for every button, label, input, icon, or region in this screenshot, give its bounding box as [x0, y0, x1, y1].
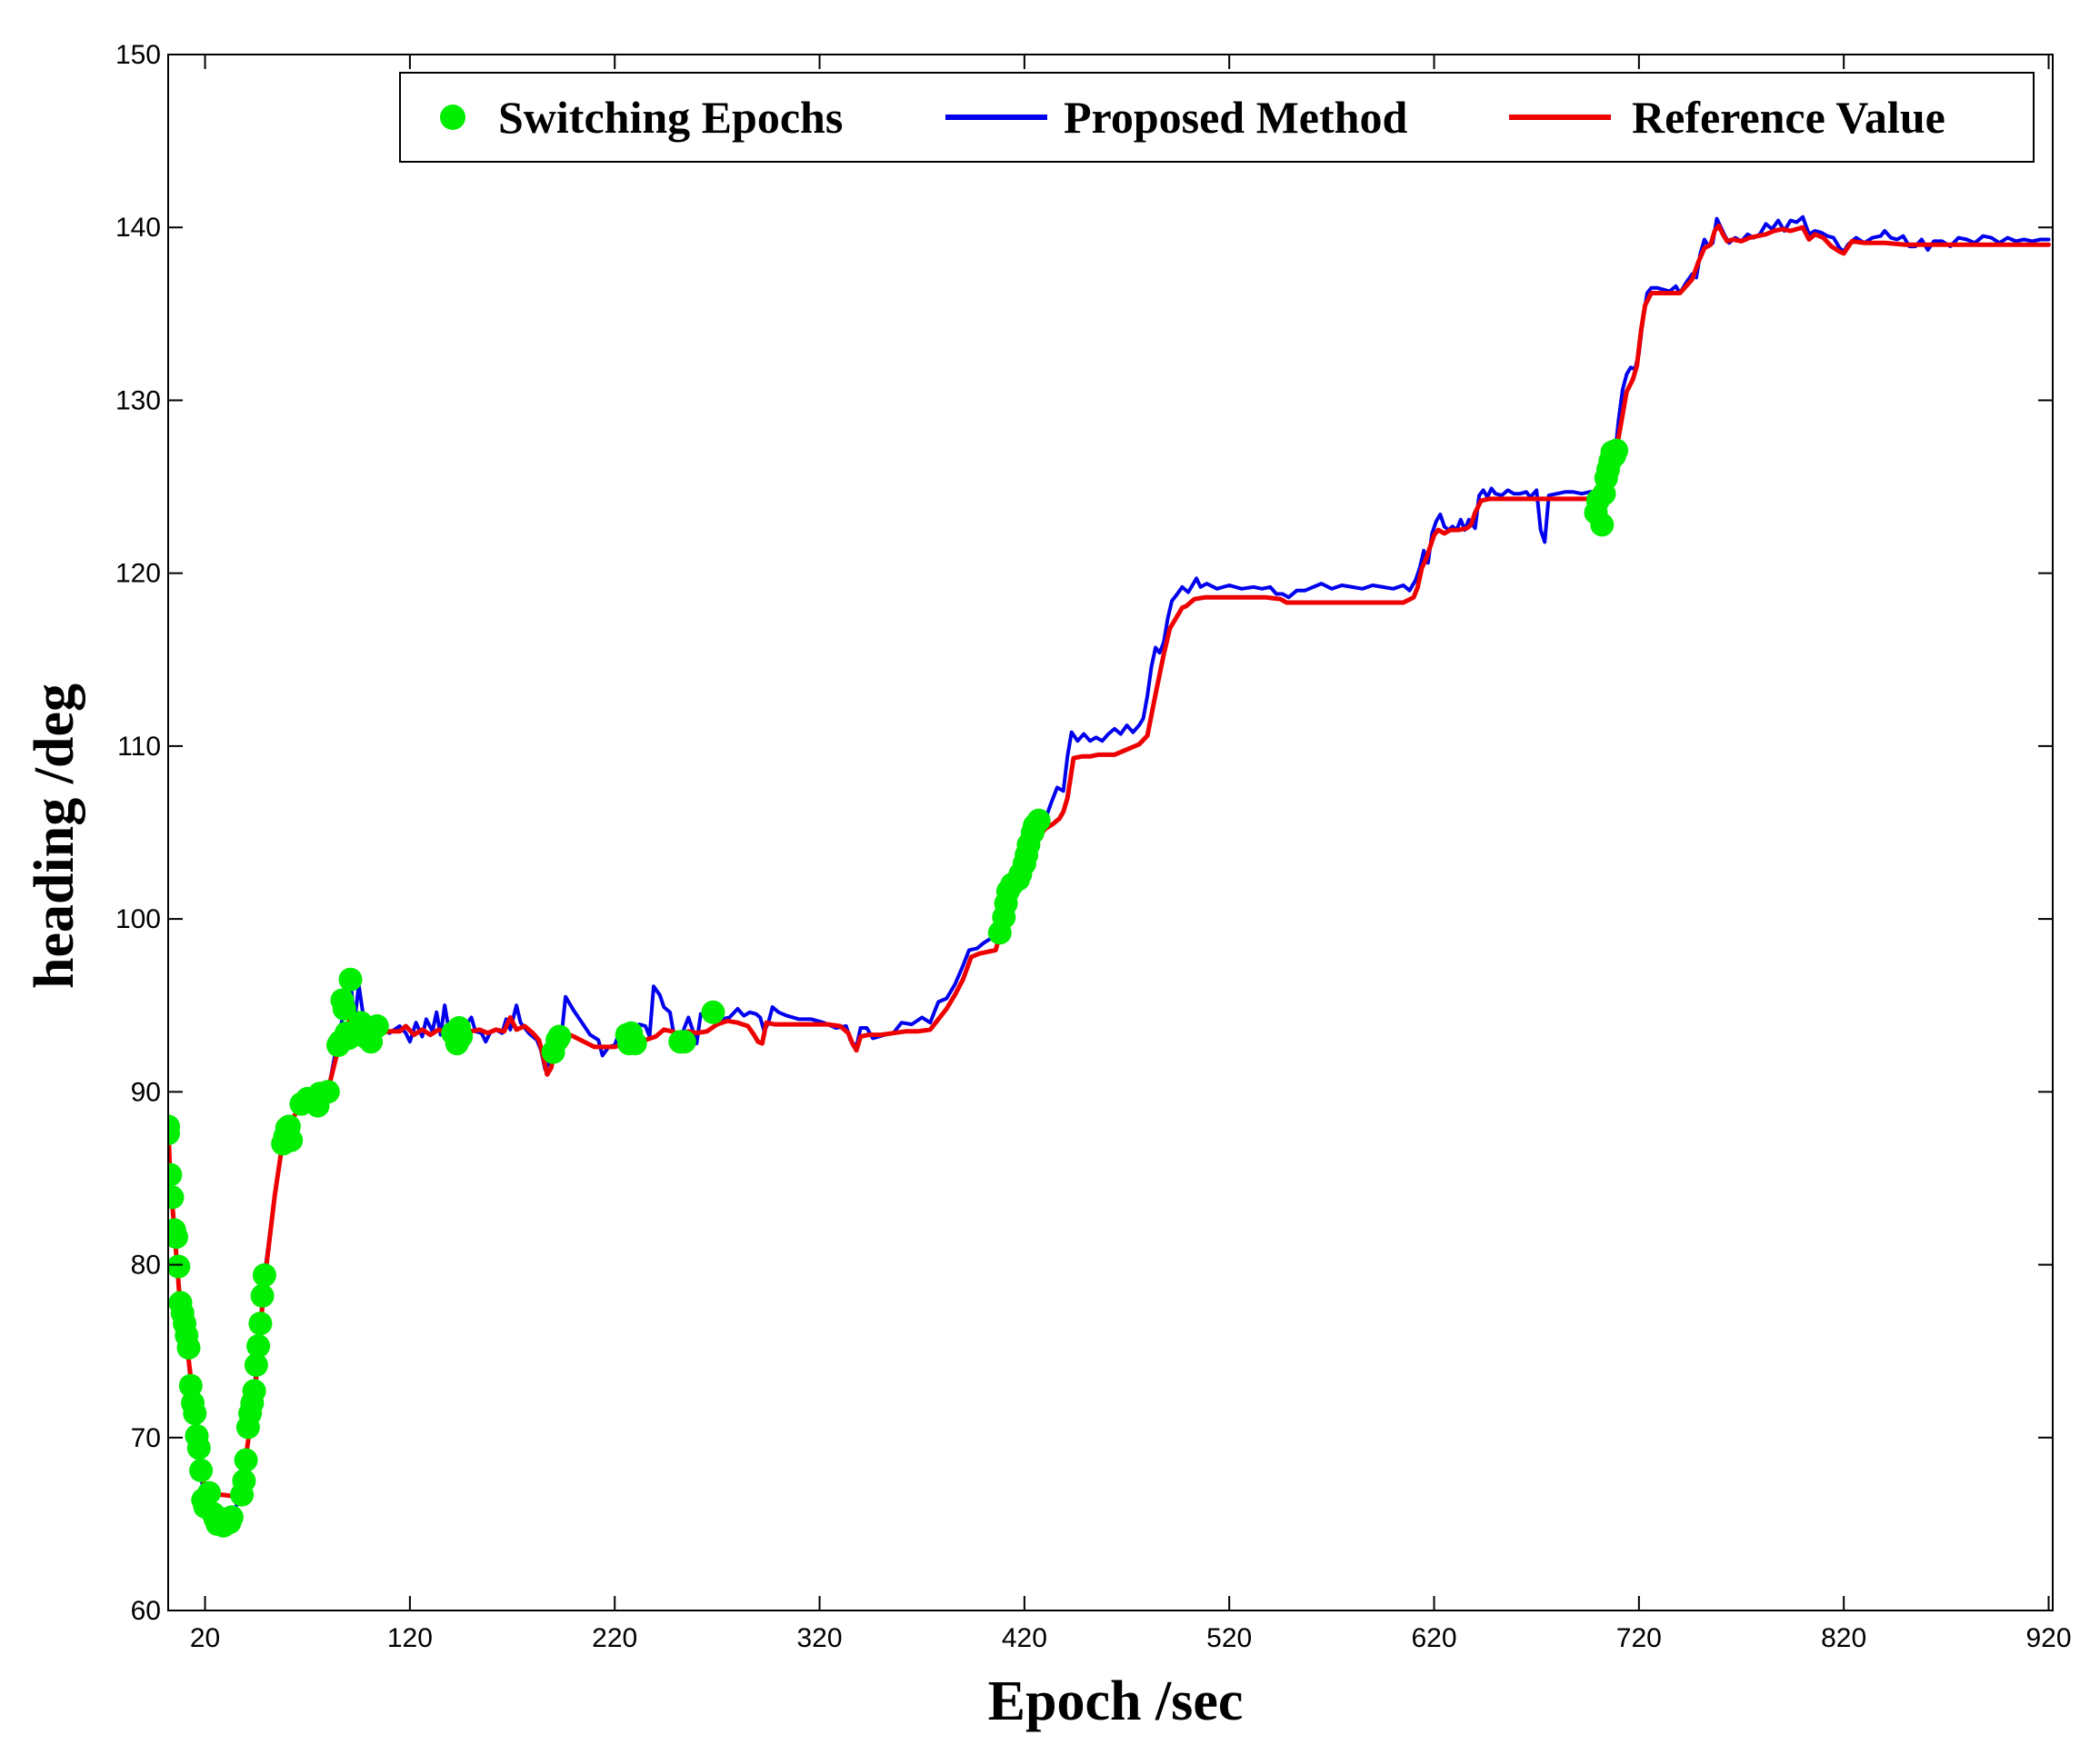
x-tick-label: 120: [387, 1623, 433, 1653]
switching-epoch-point: [1026, 808, 1051, 833]
switching-epoch-point: [250, 1283, 275, 1308]
switching-epoch-point: [547, 1024, 572, 1049]
axes-layer: 20 120 220 320 420 520 620 720 820 920 60 70 80 90 100…: [115, 40, 2072, 1653]
switching-epoch-point: [248, 1311, 273, 1336]
switching-epoch-point: [219, 1505, 244, 1530]
legend: Switching Epochs Proposed Method Reference…: [399, 72, 2035, 163]
plot-frame: [167, 54, 2054, 1611]
switching-epoch-point: [242, 1379, 266, 1403]
switching-epoch-point: [189, 1458, 214, 1482]
switching-epoch-point: [168, 1225, 188, 1250]
y-tick-label: 130: [115, 385, 161, 415]
switching-epoch-point: [623, 1032, 647, 1056]
legend-label: Reference Value: [1632, 92, 1945, 143]
legend-marker: [440, 105, 465, 130]
y-tick-label: 110: [117, 732, 161, 762]
y-tick-label: 100: [115, 904, 161, 934]
y-tick-label: 90: [131, 1077, 161, 1107]
switching-epoch-point: [1590, 513, 1615, 537]
switching-epoch-point: [252, 1263, 276, 1287]
legend-label: Proposed Method: [1064, 92, 1407, 143]
x-tick-label: 920: [2025, 1623, 2071, 1653]
series-layer: [168, 214, 2051, 1538]
x-tick-label: 620: [1411, 1623, 1456, 1653]
x-tick-label: 20: [190, 1623, 220, 1653]
switching-epoch-point: [232, 1469, 256, 1493]
y-tick-label: 80: [131, 1251, 161, 1281]
switching-epoch-point: [168, 1162, 183, 1187]
switching-epoch-point: [365, 1014, 389, 1038]
switching-epoch-point: [1605, 438, 1629, 463]
switching-epoch-point: [279, 1128, 304, 1152]
x-tick-label: 320: [797, 1623, 843, 1653]
switching-epoch-point: [186, 1436, 211, 1461]
y-tick-label: 70: [131, 1423, 161, 1453]
switching-epoch-point: [168, 1254, 191, 1279]
switching-epoch-point: [701, 1000, 725, 1024]
switching-epoch-point: [197, 1481, 222, 1505]
x-tick-label: 720: [1616, 1623, 1662, 1653]
switching-epoch-point: [246, 1334, 271, 1358]
switching-epoch-point: [176, 1335, 201, 1360]
legend-item-proposed-method: Proposed Method: [945, 92, 1407, 143]
legend-label: Switching Epochs: [498, 92, 843, 143]
switching-epoch-point: [168, 1185, 185, 1210]
switching-epoch-point: [449, 1024, 474, 1049]
switching-epoch-point: [672, 1030, 696, 1054]
x-tick-label: 820: [1821, 1623, 1866, 1653]
switching-epoch-point: [315, 1080, 340, 1104]
y-tick-label: 120: [115, 559, 161, 589]
switching-epoch-point: [178, 1373, 203, 1398]
switching-epoch-point: [168, 1122, 180, 1145]
switching-epoch-point: [332, 997, 356, 1021]
x-tick-label: 520: [1206, 1623, 1252, 1653]
legend-item-switching-epochs: Switching Epochs: [440, 92, 843, 143]
switching-epoch-point: [183, 1401, 207, 1426]
y-axis-title: heading /deg: [24, 683, 85, 989]
x-tick-label: 220: [592, 1623, 637, 1653]
switching-epoch-point: [244, 1352, 268, 1377]
x-tick-label: 420: [1002, 1623, 1047, 1653]
series-line-proposed-method: [168, 214, 2051, 1523]
y-tick-label: 140: [115, 213, 161, 243]
switching-epoch-point: [234, 1448, 258, 1472]
y-tick-label: 150: [115, 40, 161, 70]
y-tick-label: 60: [131, 1596, 161, 1626]
switching-epoch-point: [338, 967, 363, 992]
legend-item-reference-value: Reference Value: [1509, 92, 1945, 143]
series-points-switching-epochs: [168, 438, 1629, 1538]
x-axis-title: Epoch /sec: [988, 1670, 1244, 1732]
legend-box: [399, 72, 2035, 163]
